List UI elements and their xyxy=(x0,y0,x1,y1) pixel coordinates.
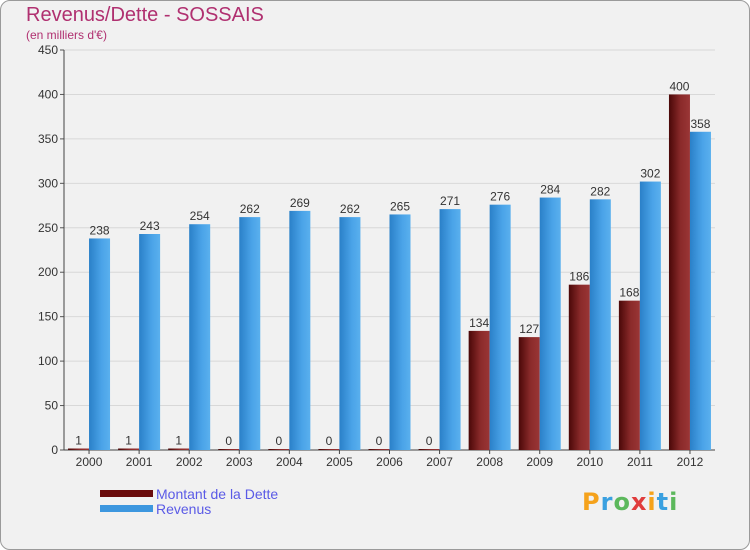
x-tick-label: 2008 xyxy=(476,455,503,469)
x-tick-label: 2012 xyxy=(677,455,704,469)
data-label-revenus: 282 xyxy=(590,184,610,198)
x-tick-label: 2005 xyxy=(326,455,353,469)
legend-item-revenus: Revenus xyxy=(100,500,278,517)
x-tick-label: 2007 xyxy=(426,455,453,469)
data-label-revenus: 262 xyxy=(340,202,360,216)
bar-dette xyxy=(418,449,440,450)
data-label-revenus: 284 xyxy=(540,183,560,197)
data-label-dette: 1 xyxy=(75,434,82,448)
bar-dette xyxy=(318,449,340,450)
data-label-revenus: 238 xyxy=(90,223,110,237)
legend-label-dette: Montant de la Dette xyxy=(156,485,279,502)
y-tick-label: 450 xyxy=(38,43,58,57)
data-label-revenus: 262 xyxy=(240,202,260,216)
bar-revenus xyxy=(239,217,261,450)
bar-revenus xyxy=(639,181,661,451)
bar-revenus xyxy=(689,131,711,450)
bar-revenus xyxy=(139,234,161,450)
data-label-revenus: 265 xyxy=(390,199,410,213)
bar-revenus xyxy=(439,209,461,450)
data-label-dette: 0 xyxy=(426,434,433,448)
legend: Montant de la Dette Revenus xyxy=(100,485,279,517)
y-tick-label: 100 xyxy=(38,354,58,368)
x-tick-label: 2011 xyxy=(627,455,653,469)
bar-dette xyxy=(618,300,640,450)
bar-dette xyxy=(68,448,90,450)
y-tick-label: 0 xyxy=(51,443,58,457)
x-tick-label: 2009 xyxy=(526,455,553,469)
data-label-dette: 400 xyxy=(669,79,689,93)
bar-dette xyxy=(568,284,590,450)
x-tick-label: 2001 xyxy=(126,455,153,469)
data-label-revenus: 243 xyxy=(140,219,160,233)
data-label-dette: 127 xyxy=(519,322,539,336)
legend-swatch-dette xyxy=(100,490,153,497)
legend-label-revenus: Revenus xyxy=(156,500,212,517)
data-label-dette: 0 xyxy=(326,434,333,448)
y-tick-label: 300 xyxy=(38,176,58,190)
bar-revenus xyxy=(189,224,211,450)
bar-dette xyxy=(368,449,390,450)
bar-dette xyxy=(268,449,290,450)
bar-dette xyxy=(518,337,540,450)
y-tick-label: 200 xyxy=(38,265,58,279)
data-label-dette: 1 xyxy=(125,434,132,448)
y-tick-label: 250 xyxy=(38,221,58,235)
x-tick-label: 2002 xyxy=(176,455,203,469)
chart-title: Revenus/Dette - SOSSAIS xyxy=(26,4,264,26)
bars xyxy=(68,94,711,451)
data-label-dette: 168 xyxy=(619,286,639,300)
data-label-revenus: 271 xyxy=(440,194,460,208)
bar-revenus xyxy=(389,214,411,450)
bar-revenus xyxy=(289,210,311,450)
data-label-dette: 0 xyxy=(225,434,232,448)
x-tick-label: 2004 xyxy=(276,455,303,469)
x-tick-label: 2010 xyxy=(576,455,603,469)
y-tick-label: 350 xyxy=(38,132,58,146)
bar-dette xyxy=(668,94,690,450)
bar-revenus xyxy=(589,199,611,450)
x-tick-label: 2000 xyxy=(76,455,103,469)
x-tick-label: 2006 xyxy=(376,455,403,469)
data-label-dette: 0 xyxy=(376,434,383,448)
y-tick-label: 150 xyxy=(38,310,58,324)
y-tick-label: 50 xyxy=(45,399,59,413)
data-label-revenus: 276 xyxy=(490,190,510,204)
legend-item-dette: Montant de la Dette xyxy=(100,485,279,502)
data-label-revenus: 254 xyxy=(190,209,210,223)
bar-revenus xyxy=(539,197,561,450)
y-tick-label: 400 xyxy=(38,87,58,101)
bar-dette xyxy=(468,330,490,450)
data-label-dette: 134 xyxy=(469,316,489,330)
legend-swatch-revenus xyxy=(100,505,153,512)
bar-dette xyxy=(168,448,190,450)
data-label-dette: 186 xyxy=(569,270,589,284)
x-tick-label: 2003 xyxy=(226,455,253,469)
data-labels: 1 238 1 243 1 254 0 262 0 269 0 262 0 265 0 271 134 276 12… xyxy=(75,79,711,448)
bar-revenus xyxy=(89,238,111,450)
bar-dette xyxy=(218,449,240,450)
bar-revenus xyxy=(489,204,511,450)
data-label-dette: 0 xyxy=(276,434,283,448)
bar-dette xyxy=(118,448,140,450)
data-label-dette: 1 xyxy=(175,434,182,448)
bar-revenus xyxy=(339,217,361,450)
data-label-revenus: 302 xyxy=(640,167,660,181)
proxiti-logo: Proxiti xyxy=(582,488,679,516)
chart-subtitle: (en milliers d'€) xyxy=(26,28,107,42)
data-label-revenus: 269 xyxy=(290,196,310,210)
data-label-revenus: 358 xyxy=(690,117,710,131)
